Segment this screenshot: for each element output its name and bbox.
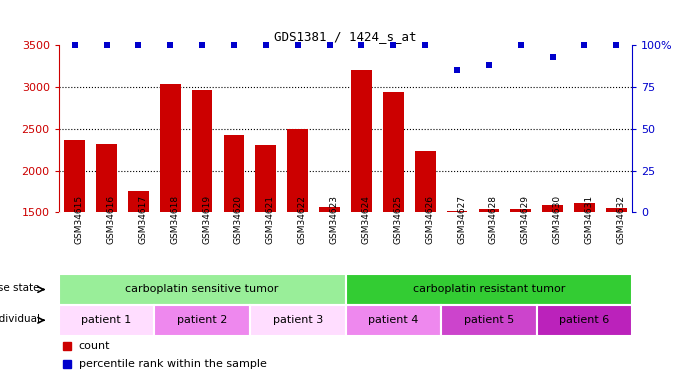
Text: GSM34622: GSM34622 <box>298 195 307 244</box>
Text: carboplatin sensitive tumor: carboplatin sensitive tumor <box>126 285 278 294</box>
Bar <box>59 305 154 336</box>
Bar <box>446 211 467 212</box>
Bar <box>351 70 372 212</box>
Bar <box>250 305 346 336</box>
Text: GSM34629: GSM34629 <box>521 195 530 244</box>
Text: patient 6: patient 6 <box>559 315 609 325</box>
Bar <box>542 205 563 212</box>
Text: GSM34621: GSM34621 <box>266 195 275 244</box>
Text: GSM34627: GSM34627 <box>457 195 466 244</box>
Text: GSM34626: GSM34626 <box>425 195 434 244</box>
Bar <box>59 274 346 305</box>
Text: GSM34620: GSM34620 <box>234 195 243 244</box>
Text: GSM34618: GSM34618 <box>170 195 179 244</box>
Text: GSM34632: GSM34632 <box>616 195 625 244</box>
Text: individual: individual <box>0 314 40 324</box>
Text: GSM34617: GSM34617 <box>138 195 147 244</box>
Bar <box>192 90 212 212</box>
Bar <box>383 92 404 212</box>
Bar <box>128 190 149 212</box>
Text: GSM34623: GSM34623 <box>330 195 339 244</box>
Text: carboplatin resistant tumor: carboplatin resistant tumor <box>413 285 565 294</box>
Text: GSM34619: GSM34619 <box>202 195 211 244</box>
Bar <box>160 84 180 212</box>
Text: GSM34631: GSM34631 <box>585 195 594 244</box>
Bar <box>511 209 531 212</box>
Bar <box>256 145 276 212</box>
Bar <box>479 209 499 212</box>
Bar <box>441 305 537 336</box>
Bar <box>64 140 85 212</box>
Text: patient 1: patient 1 <box>82 315 132 325</box>
Bar <box>96 144 117 212</box>
Bar <box>346 274 632 305</box>
Text: GSM34624: GSM34624 <box>361 195 370 244</box>
Bar <box>574 203 595 212</box>
Text: patient 5: patient 5 <box>464 315 514 325</box>
Bar <box>346 305 441 336</box>
Text: GSM34630: GSM34630 <box>553 195 562 244</box>
Bar <box>537 305 632 336</box>
Text: GSM34625: GSM34625 <box>393 195 402 244</box>
Text: GSM34616: GSM34616 <box>106 195 115 244</box>
Bar <box>606 209 627 212</box>
Text: patient 3: patient 3 <box>272 315 323 325</box>
Text: GSM34628: GSM34628 <box>489 195 498 244</box>
Text: GSM34615: GSM34615 <box>75 195 84 244</box>
Text: count: count <box>79 340 111 351</box>
Title: GDS1381 / 1424_s_at: GDS1381 / 1424_s_at <box>274 30 417 43</box>
Text: percentile rank within the sample: percentile rank within the sample <box>79 359 267 369</box>
Bar <box>287 129 308 212</box>
Bar <box>415 150 435 212</box>
Bar <box>154 305 250 336</box>
Text: patient 4: patient 4 <box>368 315 419 325</box>
Bar <box>319 207 340 212</box>
Text: disease state: disease state <box>0 283 40 293</box>
Bar <box>224 135 245 212</box>
Text: patient 2: patient 2 <box>177 315 227 325</box>
